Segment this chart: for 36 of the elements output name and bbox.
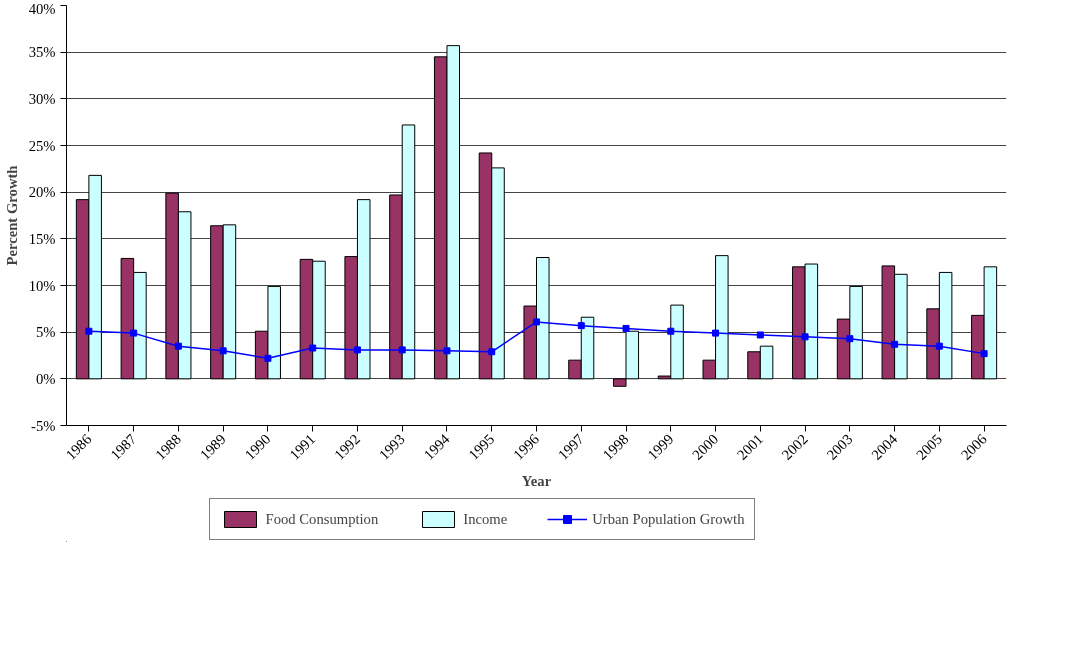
point [353, 346, 361, 354]
x-axis-title: Year [521, 473, 552, 490]
point [801, 333, 809, 341]
point [667, 327, 675, 335]
point [85, 327, 93, 335]
y-tick-label: 20% [28, 184, 56, 201]
y-tick-label: 40% [28, 0, 56, 17]
point [891, 340, 899, 348]
point [488, 348, 496, 356]
point [443, 347, 451, 355]
point [980, 350, 988, 358]
point [577, 322, 585, 330]
legend-label: Food Consumption [265, 510, 379, 528]
y-tick-label: 0% [35, 370, 56, 387]
y-tick-label: 30% [28, 90, 56, 107]
y-tick-label: 35% [28, 44, 56, 61]
point [712, 329, 720, 337]
legend-label: Urban Population Growth [592, 510, 745, 528]
point [130, 329, 138, 337]
y-tick-label: 15% [28, 230, 56, 247]
legend-label: Income [463, 510, 508, 528]
point [264, 354, 272, 362]
y-tick-label: 25% [28, 137, 56, 154]
point [935, 342, 943, 350]
y-tick-label: 5% [35, 324, 56, 341]
point [174, 342, 182, 350]
point [622, 324, 630, 332]
point [533, 318, 540, 326]
point [398, 346, 406, 354]
point [309, 344, 317, 352]
y-tick-label: -5% [31, 417, 56, 434]
point [846, 335, 854, 343]
y-tick-label: 10% [28, 277, 56, 294]
point [756, 331, 764, 339]
point [219, 347, 227, 355]
y-axis-title: Percent Growth [3, 165, 20, 266]
